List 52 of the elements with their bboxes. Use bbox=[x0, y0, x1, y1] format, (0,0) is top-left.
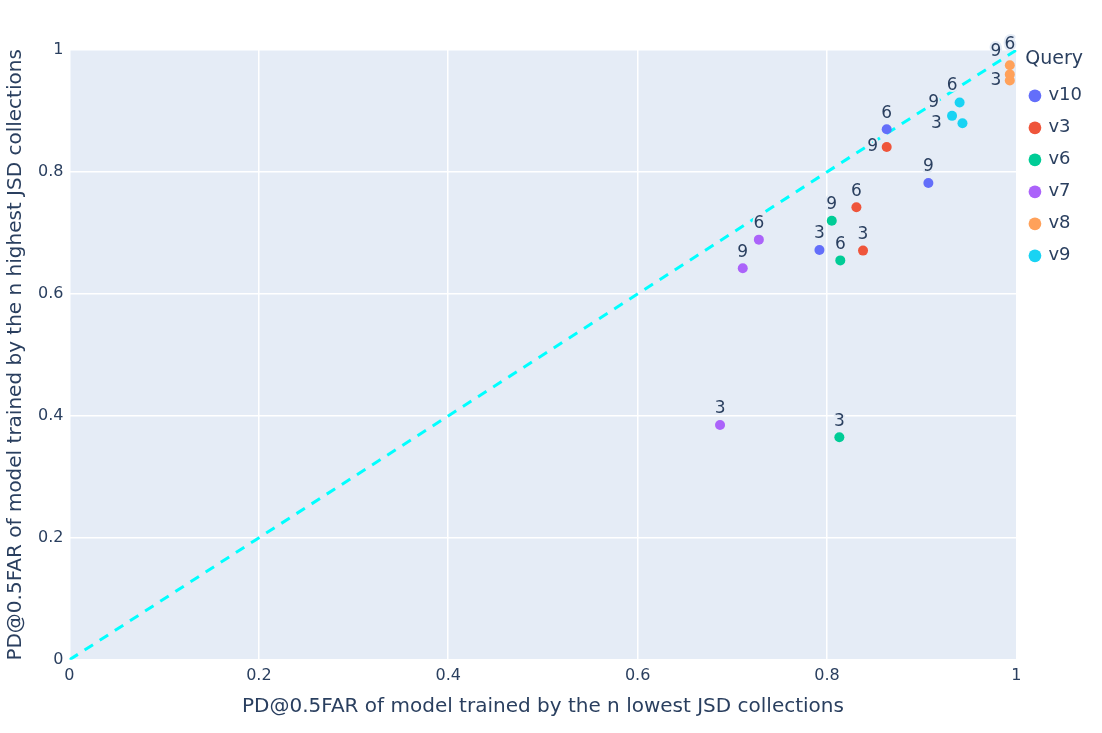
point bbox=[954, 97, 965, 108]
y-tick-label: 1 bbox=[53, 39, 64, 59]
point bbox=[1004, 60, 1015, 71]
point bbox=[737, 263, 748, 274]
point bbox=[715, 420, 726, 431]
y-tick-label: 0 bbox=[53, 648, 64, 668]
x-axis-title: PD@0.5FAR of model trained by the n lowest JSD collections bbox=[241, 693, 844, 718]
annotation: 6 bbox=[881, 101, 893, 122]
point bbox=[851, 202, 862, 213]
annotation: 3 bbox=[833, 409, 845, 430]
annotation: 9 bbox=[922, 155, 934, 176]
y-tick-label: 0.8 bbox=[37, 161, 64, 181]
annotation: 6 bbox=[850, 179, 862, 200]
point bbox=[858, 245, 869, 256]
annotation: 6 bbox=[834, 232, 846, 253]
legend-label: v10 bbox=[1048, 83, 1083, 105]
annotation: 3 bbox=[990, 68, 1002, 89]
legend-label: v7 bbox=[1048, 179, 1071, 201]
annotation: 9 bbox=[826, 193, 838, 214]
annotation: 6 bbox=[753, 212, 765, 233]
y-tick-label: 0.2 bbox=[37, 527, 64, 546]
annotation: 9 bbox=[990, 39, 1002, 60]
x-tick-label: 1 bbox=[1011, 664, 1022, 684]
y-tick-label: 0.4 bbox=[37, 405, 64, 425]
point bbox=[826, 215, 837, 226]
point bbox=[957, 118, 968, 129]
annotation: 3 bbox=[857, 223, 869, 244]
annotation: 3 bbox=[814, 222, 825, 243]
annotation: 3 bbox=[714, 397, 726, 418]
x-tick-label: 0.2 bbox=[246, 664, 272, 684]
annotation: 9 bbox=[737, 240, 749, 261]
point bbox=[881, 141, 892, 152]
y-tick-label: 0.6 bbox=[37, 283, 64, 303]
point bbox=[834, 432, 845, 443]
y-axis-title: PD@0.5FAR of model trained by the n highest JSD collections bbox=[2, 49, 27, 661]
legend-label: v6 bbox=[1048, 147, 1071, 169]
point bbox=[947, 110, 958, 121]
annotation: 6 bbox=[1004, 32, 1016, 53]
x-tick-label: 0.8 bbox=[814, 664, 840, 684]
x-tick-label: 0.4 bbox=[435, 664, 461, 684]
legend-label: v3 bbox=[1048, 115, 1071, 137]
point bbox=[753, 234, 764, 245]
point bbox=[835, 255, 846, 266]
point bbox=[814, 245, 825, 256]
point bbox=[881, 124, 892, 135]
point bbox=[923, 177, 934, 188]
x-tick-label: 0.6 bbox=[624, 664, 651, 684]
legend-label: v9 bbox=[1048, 243, 1071, 265]
legend-label: v8 bbox=[1048, 211, 1071, 233]
legend-title: Query bbox=[1025, 46, 1084, 69]
annotation: 6 bbox=[946, 74, 958, 95]
annotation: 3 bbox=[931, 111, 942, 132]
